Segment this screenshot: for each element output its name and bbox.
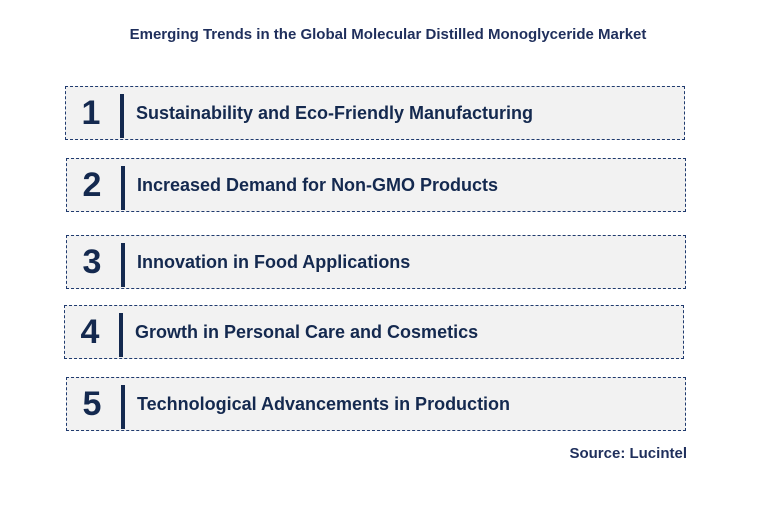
trend-item-5: 5 Technological Advancements in Producti… [66,377,686,431]
trend-label: Increased Demand for Non-GMO Products [137,175,499,195]
trend-number: 5 [82,385,102,423]
diagram-title: Emerging Trends in the Global Molecular … [129,26,647,43]
trend-divider [121,243,125,287]
trend-divider [120,94,124,138]
trend-item-3: 3 Innovation in Food Applications [66,235,686,289]
trend-number: 2 [82,166,102,204]
trend-item-2: 2 Increased Demand for Non-GMO Products [66,158,686,212]
trend-divider [121,166,125,210]
trend-label: Growth in Personal Care and Cosmetics [135,322,479,342]
trend-divider [121,385,125,429]
trend-item-4: 4 Growth in Personal Care and Cosmetics [64,305,684,359]
trend-number: 4 [80,313,100,351]
trend-divider [119,313,123,357]
source-note: Source: Lucintel [569,445,687,462]
trend-number: 3 [82,243,102,281]
trend-label: Technological Advancements in Production [137,394,511,414]
trend-label: Sustainability and Eco-Friendly Manufact… [136,103,534,123]
trend-number: 1 [81,94,101,132]
trend-item-1: 1 Sustainability and Eco-Friendly Manufa… [65,86,685,140]
trend-label: Innovation in Food Applications [137,252,411,272]
